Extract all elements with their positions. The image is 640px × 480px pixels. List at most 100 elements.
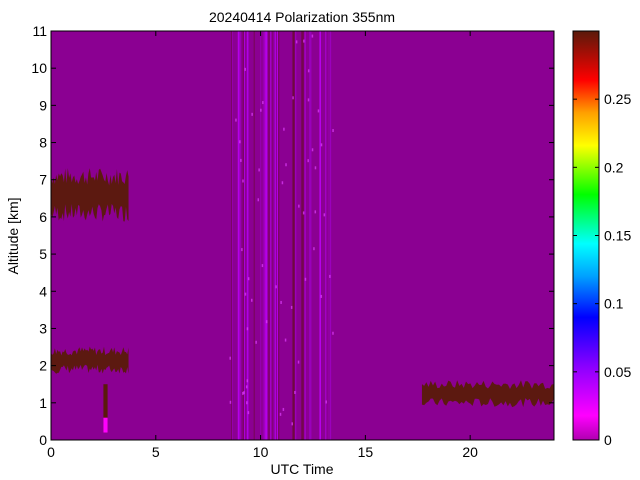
speckle-point (244, 67, 246, 71)
speckle-point (311, 148, 314, 152)
speckle-point (279, 412, 282, 416)
speckle-point (245, 385, 248, 389)
speckle-point (229, 356, 231, 360)
plot-area (50, 30, 555, 441)
speckle-point (303, 39, 305, 43)
speckle-point (255, 340, 257, 344)
surface-return-core (103, 417, 108, 433)
speckle-point (282, 407, 285, 411)
aerosol-layer (51, 168, 129, 222)
colorbar-tick-label: 0.1 (604, 296, 624, 312)
speckle-point (317, 109, 320, 113)
speckle-point (240, 158, 242, 162)
speckle-point (246, 327, 249, 331)
speckle-point (307, 98, 310, 102)
x-tick-label: 0 (47, 444, 55, 460)
speckle-point (290, 305, 293, 309)
speckle-point (284, 338, 287, 342)
y-axis-ticks: 0 1 2 3 4 5 6 7 8 9 10 11 (31, 23, 554, 448)
surface-return (103, 384, 108, 433)
speckle-point (323, 213, 326, 217)
speckle-point (247, 411, 250, 415)
colorbar-tick-label: 0 (604, 432, 612, 448)
speckle-point (262, 101, 264, 105)
speckle-point (313, 247, 315, 251)
speckle-point (265, 320, 268, 324)
y-tick-label: 8 (39, 135, 47, 151)
x-tick-label: 5 (152, 444, 160, 460)
colorbar-ticks: 0 0.05 0.1 0.15 0.2 0.25 (573, 91, 631, 448)
aerosol-layer (421, 380, 554, 408)
speckle-point (246, 379, 249, 383)
speckle-point (329, 274, 331, 278)
chart-title: 20240414 Polarization 355nm (209, 9, 395, 25)
speckle-point (307, 69, 310, 73)
speckle-point (314, 166, 317, 170)
y-tick-label: 7 (39, 172, 47, 188)
speckle-point (332, 129, 334, 133)
y-tick-label: 9 (39, 97, 47, 113)
y-tick-label: 6 (39, 209, 47, 225)
stripe-band (231, 31, 332, 440)
speckle-point (258, 168, 260, 172)
speckle-point (229, 400, 232, 404)
speckle-point (247, 277, 250, 281)
colorbar-gradient (572, 30, 600, 441)
speckle-point (243, 391, 245, 395)
y-tick-label: 10 (31, 60, 47, 76)
x-axis-ticks: 0 5 10 15 20 (47, 31, 478, 460)
speckle-point (311, 34, 314, 38)
speckle-point (260, 108, 262, 112)
heatmap-features (51, 31, 554, 440)
speckle-point (280, 300, 282, 304)
speckle-point (275, 285, 277, 289)
speckle-point (285, 163, 287, 167)
plot-frame (50, 30, 555, 441)
speckle-point (257, 198, 260, 202)
speckle-point (295, 40, 298, 44)
colorbar-tick-label: 0.15 (604, 228, 631, 244)
y-tick-label: 3 (39, 320, 47, 336)
speckle-point (242, 179, 244, 183)
speckle-point (291, 422, 293, 426)
speckle-point (325, 400, 327, 404)
speckle-point (320, 143, 323, 147)
colorbar-tick-label: 0.2 (604, 159, 624, 175)
speckle-point (251, 298, 253, 302)
speckle-point (283, 127, 285, 131)
colorbar: 0 0.05 0.1 0.15 0.2 0.25 (572, 30, 631, 448)
speckle-point (320, 294, 323, 298)
y-tick-label: 0 (39, 432, 47, 448)
y-tick-label: 2 (39, 358, 47, 374)
speckle-point (332, 331, 334, 335)
x-tick-label: 15 (358, 444, 374, 460)
x-tick-label: 20 (462, 444, 478, 460)
speckle-point (261, 264, 264, 268)
speckle-point (244, 292, 247, 296)
speckle-point (242, 391, 244, 395)
speckle-point (292, 96, 294, 100)
speckle-point (302, 211, 305, 215)
y-tick-label: 5 (39, 246, 47, 262)
x-tick-label: 10 (253, 444, 269, 460)
speckle-point (294, 390, 296, 394)
speckle-point (235, 118, 237, 122)
speckle-point (281, 181, 284, 185)
speckle-point (241, 248, 243, 252)
y-axis-label: Altitude [km] (5, 197, 21, 274)
x-axis-label: UTC Time (271, 461, 334, 477)
colorbar-tick-label: 0.05 (604, 364, 631, 380)
speckle-point (298, 204, 300, 208)
speckle-point (246, 401, 248, 405)
y-tick-label: 1 (39, 395, 47, 411)
speckle-point (307, 159, 309, 163)
y-tick-label: 11 (32, 23, 47, 39)
speckle-point (297, 360, 300, 364)
speckle-point (314, 210, 317, 214)
y-tick-label: 4 (39, 283, 47, 299)
speckle-point (251, 112, 253, 116)
speckle-point (239, 140, 241, 144)
colorbar-tick-label: 0.25 (604, 91, 631, 107)
aerosol-layer (51, 346, 129, 374)
